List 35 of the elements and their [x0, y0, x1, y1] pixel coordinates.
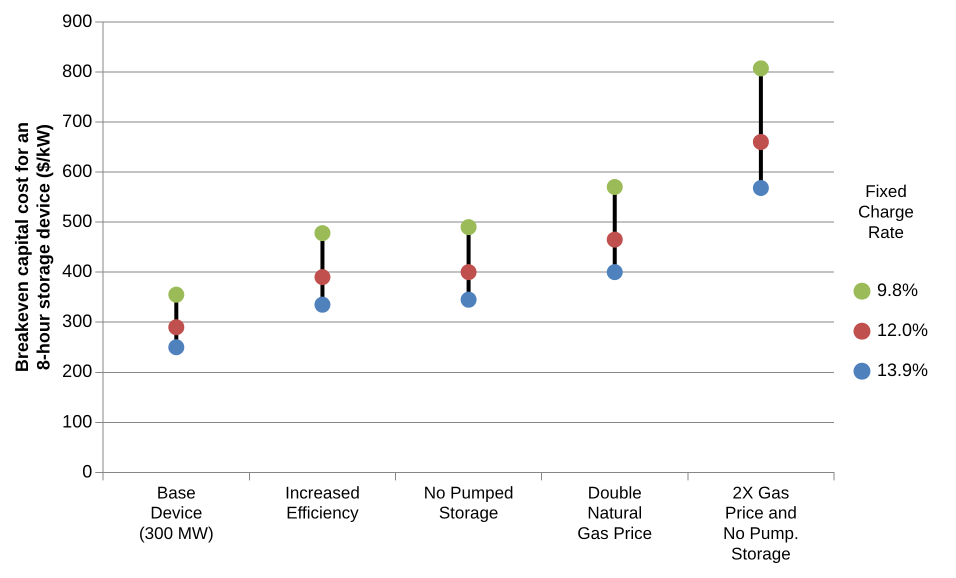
point [460, 219, 477, 236]
point [752, 180, 769, 196]
point [314, 225, 330, 242]
y-tick-label: 100 [62, 411, 92, 432]
x-tick-label: Increased Efficiency [285, 483, 360, 523]
point [752, 134, 769, 150]
legend-label: 12.0% [876, 320, 928, 340]
y-tick-label: 700 [62, 110, 92, 131]
legend-label: 13.9% [876, 360, 928, 380]
y-tick-label: 200 [62, 361, 92, 382]
legend-label: 9.8% [876, 280, 918, 300]
point [606, 264, 623, 280]
x-tick-label: Double Natural Gas Price [577, 483, 652, 544]
legend-title: Fixed Charge Rate [858, 182, 914, 242]
y-tick-label: 300 [62, 311, 92, 332]
y-axis-title: Breakeven capital cost for an 8-hour storage device ($/kW) [12, 122, 54, 372]
y-tick-label: 0 [82, 461, 92, 482]
point [606, 232, 623, 248]
y-tick-label: 600 [62, 160, 92, 181]
y-tick-label: 500 [62, 211, 92, 232]
point [168, 339, 184, 356]
point [606, 179, 623, 196]
x-tick-label: 2X Gas Price and No Pump. Storage [723, 483, 799, 564]
point [168, 319, 184, 336]
point [752, 60, 769, 76]
point [314, 296, 330, 313]
point [460, 292, 477, 308]
x-tick-label: No Pumped Storage [424, 483, 514, 523]
point [460, 264, 477, 280]
y-tick-label: 800 [62, 60, 92, 81]
y-tick-label: 400 [62, 261, 92, 282]
point [314, 269, 330, 286]
y-tick-label: 900 [62, 10, 92, 31]
point [168, 286, 184, 303]
x-tick-label: Base Device (300 MW) [138, 483, 214, 544]
